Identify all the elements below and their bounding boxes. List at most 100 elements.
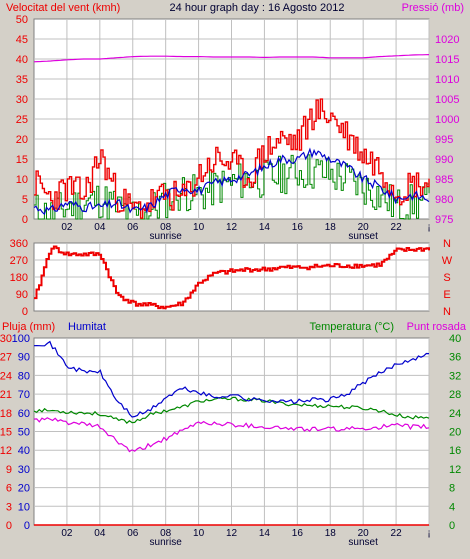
humidity-y-tick-label: 70 <box>18 389 30 401</box>
wind-gust-line <box>34 98 430 219</box>
pressure-y-tick-label: 990 <box>435 154 453 166</box>
wind-panel-x-tick-label: 08 <box>160 222 172 233</box>
climate-panel-sunset-label: sunset <box>348 537 378 548</box>
climate-panel-x-tick-label: 08 <box>160 528 172 539</box>
temperature-y-tick-label: 16 <box>449 445 461 457</box>
humidity-y-tick-label: 50 <box>18 427 30 439</box>
pressure-y-tick-label: 975 <box>435 214 453 226</box>
pressure-y-tick-label: 1005 <box>435 94 459 106</box>
direction-compass-label: S <box>443 272 450 284</box>
rain-y-tick-label: 21 <box>0 389 12 401</box>
rain-y-tick-label: 0 <box>6 520 12 532</box>
pressure-y-tick-label: 980 <box>435 194 453 206</box>
rain-y-tick-label: 30 <box>0 333 12 345</box>
rain-y-tick-label: 6 <box>6 483 12 495</box>
climate-panel-x-tick-label: 02 <box>61 528 73 539</box>
rain-y-tick-label: 12 <box>0 445 12 457</box>
rain-y-tick-label: 24 <box>0 370 12 382</box>
wind-y-tick-label: 40 <box>16 54 28 66</box>
wind-panel-x-tick-label: 12 <box>226 222 238 233</box>
pressure-y-tick-label: 985 <box>435 174 453 186</box>
temperature-axis-title: Temperatura (°C) <box>310 321 394 333</box>
temperature-y-tick-label: 12 <box>449 464 461 476</box>
temperature-y-tick-label: 20 <box>449 427 461 439</box>
wind-panel-x-tick-label: 18 <box>325 222 337 233</box>
climate-panel-x-tick-label: ¡ <box>427 528 430 539</box>
pressure-y-tick-label: 1020 <box>435 34 459 46</box>
climate-panel-x-tick-label: 22 <box>391 528 403 539</box>
humidity-y-tick-label: 60 <box>18 408 30 420</box>
pressure-y-tick-label: 1000 <box>435 114 459 126</box>
temperature-y-tick-label: 36 <box>449 352 461 364</box>
climate-panel-x-tick-label: 16 <box>292 528 304 539</box>
dewpoint-line <box>33 417 430 453</box>
rain-y-tick-label: 9 <box>6 464 12 476</box>
climate-panel-x-tick-label: 04 <box>94 528 106 539</box>
wind-panel-sunset-label: sunset <box>348 231 378 242</box>
wind-panel-x-tick-label: 20 <box>358 222 370 233</box>
climate-panel-x-tick-label: 20 <box>358 528 370 539</box>
humidity-y-tick-label: 10 <box>18 501 30 513</box>
wind-direction-line <box>34 245 430 310</box>
wind-panel-x-tick-label: 04 <box>94 222 106 233</box>
temperature-y-tick-label: 32 <box>449 370 461 382</box>
temperature-y-tick-label: 8 <box>449 483 455 495</box>
direction-y-tick-label: 0 <box>22 306 28 318</box>
humidity-y-tick-label: 20 <box>18 483 30 495</box>
climate-panel-x-tick-label: 12 <box>226 528 238 539</box>
direction-compass-label: N <box>443 306 451 318</box>
wind-avg-line <box>33 147 430 216</box>
wind-y-tick-label: 5 <box>22 194 28 206</box>
wind-y-tick-label: 0 <box>22 214 28 226</box>
wind-y-tick-label: 35 <box>16 74 28 86</box>
chart-title: 24 hour graph day : 16 Agosto 2012 <box>170 2 345 14</box>
temperature-y-tick-label: 4 <box>449 501 455 513</box>
pressure-y-tick-label: 995 <box>435 134 453 146</box>
wind-panel-x-tick-label: 06 <box>127 222 139 233</box>
temperature-y-tick-label: 0 <box>449 520 455 532</box>
pressure-line <box>33 54 430 63</box>
humidity-y-tick-label: 100 <box>12 333 30 345</box>
humidity-y-tick-label: 80 <box>18 370 30 382</box>
wind-panel-x-tick-label: 14 <box>259 222 271 233</box>
climate-panel-x-tick-label: 18 <box>325 528 337 539</box>
rain-y-tick-label: 27 <box>0 352 12 364</box>
rain-y-tick-label: 15 <box>0 427 12 439</box>
direction-y-tick-label: 180 <box>10 272 28 284</box>
rain-y-tick-label: 3 <box>6 501 12 513</box>
wind-speed-axis-title: Velocitat del vent (kmh) <box>6 2 120 14</box>
pressure-y-tick-label: 1015 <box>435 54 459 66</box>
wind-y-tick-label: 25 <box>16 114 28 126</box>
temperature-line <box>33 396 430 424</box>
humidity-y-tick-label: 40 <box>18 445 30 457</box>
humidity-y-tick-label: 90 <box>18 352 30 364</box>
humidity-y-tick-label: 30 <box>18 464 30 476</box>
wind-y-tick-label: 50 <box>16 14 28 26</box>
direction-y-tick-label: 90 <box>16 289 28 301</box>
climate-panel-x-tick-label: 14 <box>259 528 271 539</box>
dewpoint-axis-title: Punt rosada <box>407 321 467 333</box>
temperature-y-tick-label: 40 <box>449 333 461 345</box>
pressure-axis-title: Pressió (mb) <box>402 2 464 14</box>
wind-y-tick-label: 30 <box>16 94 28 106</box>
humidity-axis-title: Humitat <box>68 321 106 333</box>
wind-panel-sunrise-label: sunrise <box>150 231 183 242</box>
wind-panel-x-tick-label: 10 <box>193 222 205 233</box>
temperature-y-tick-label: 24 <box>449 408 461 420</box>
pressure-y-tick-label: 1010 <box>435 74 459 86</box>
humidity-line <box>33 340 430 418</box>
direction-compass-label: E <box>443 289 450 301</box>
wind-y-tick-label: 15 <box>16 154 28 166</box>
climate-panel-x-tick-label: 06 <box>127 528 139 539</box>
rain-y-tick-label: 18 <box>0 408 12 420</box>
temperature-y-tick-label: 28 <box>449 389 461 401</box>
wind-panel-x-tick-label: 16 <box>292 222 304 233</box>
humidity-y-tick-label: 0 <box>24 520 30 532</box>
wind-y-tick-label: 10 <box>16 174 28 186</box>
wind-y-tick-label: 20 <box>16 134 28 146</box>
rain-axis-title: Pluja (mm) <box>2 321 55 333</box>
direction-y-tick-label: 270 <box>10 255 28 267</box>
direction-y-tick-label: 360 <box>10 238 28 250</box>
